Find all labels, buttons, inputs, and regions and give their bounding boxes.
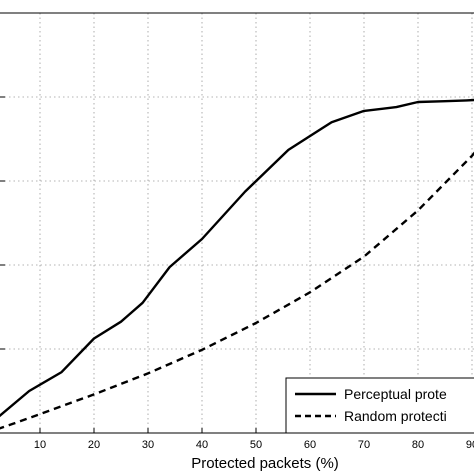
x-tick-label: 30 [142, 439, 154, 451]
x-tick-label: 80 [412, 439, 424, 451]
x-tick-label: 70 [358, 439, 370, 451]
x-tick-label: 10 [34, 439, 46, 451]
series-layer [0, 98, 474, 430]
x-tick-label: 60 [304, 439, 316, 451]
legend-label-random: Random protecti [344, 408, 447, 424]
plot-frame [0, 12, 474, 434]
x-tick-label: 90 [466, 439, 474, 451]
x-tick-label: 40 [196, 439, 208, 451]
series-line-random [0, 151, 474, 430]
x-tick-label: 20 [88, 439, 100, 451]
series-line-perceptual [0, 98, 474, 418]
legend-box [285, 377, 474, 434]
x-ticks: 10 20 30 40 50 60 70 80 90 [0, 12, 474, 451]
legend-label-perceptual: Perceptual prote [344, 386, 447, 402]
x-tick-label: 50 [250, 439, 262, 451]
x-axis-label: Protected packets (%) [191, 455, 339, 472]
legend: Perceptual prote Random protecti [285, 377, 474, 434]
